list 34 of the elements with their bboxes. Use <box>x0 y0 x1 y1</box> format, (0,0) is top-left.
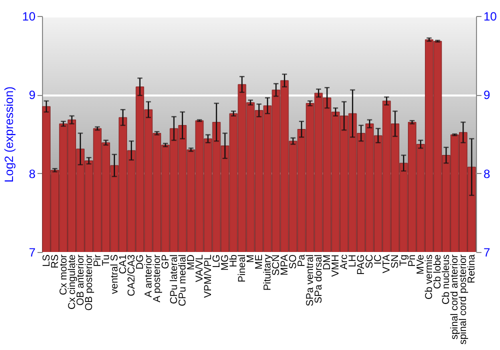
y2-tick-label: 8 <box>484 166 490 181</box>
x-tick-label: Tu <box>100 254 112 266</box>
x-tick-label: CA1 <box>118 254 129 274</box>
x-tick-label: OB posterior <box>84 254 95 311</box>
x-tick-label: RS <box>50 254 61 268</box>
x-tick-label: Tg <box>398 254 410 266</box>
y-tick-label: 7 <box>28 246 36 260</box>
x-tick-label: CPu medial <box>177 254 188 306</box>
x-tick-label: GP <box>160 254 172 269</box>
x-tick-label: DG <box>134 254 146 270</box>
x-tick-label: VPM/VPL <box>202 254 214 298</box>
x-tick-label: M <box>245 254 256 263</box>
y-tick-label: 8 <box>28 166 36 181</box>
x-tick-label: A anterior <box>143 254 154 298</box>
x-tick-label: ventral S <box>109 254 120 294</box>
y-tick-label: 10 <box>22 10 36 24</box>
y2-tick-label: 7 <box>484 246 490 260</box>
x-tick-label: ME <box>254 254 265 270</box>
x-tick-label: CA2/CA3 <box>126 254 138 296</box>
x-tick-label: Pituitary <box>262 254 274 291</box>
x-tick-label: A posterior <box>152 254 163 302</box>
x-tick-label: Retina <box>466 254 478 284</box>
x-tick-label: LS <box>41 254 52 267</box>
y-axis-title: Log2 (expression) <box>2 86 16 183</box>
x-tick-label: Pineal <box>236 254 248 282</box>
x-tick-label: LG <box>211 254 222 268</box>
x-tick-label: Hb <box>228 254 240 268</box>
x-tick-label: spinal cord posterior <box>458 254 470 345</box>
y-tick-label: 9 <box>28 88 36 102</box>
x-tick-label: OB anterior <box>75 254 86 306</box>
x-tick-label: Pir <box>92 254 104 267</box>
y2-tick-label: 9 <box>484 88 490 102</box>
y2-tick-label: 10 <box>484 10 498 24</box>
x-tick-label: Cx cingulate <box>66 254 78 310</box>
